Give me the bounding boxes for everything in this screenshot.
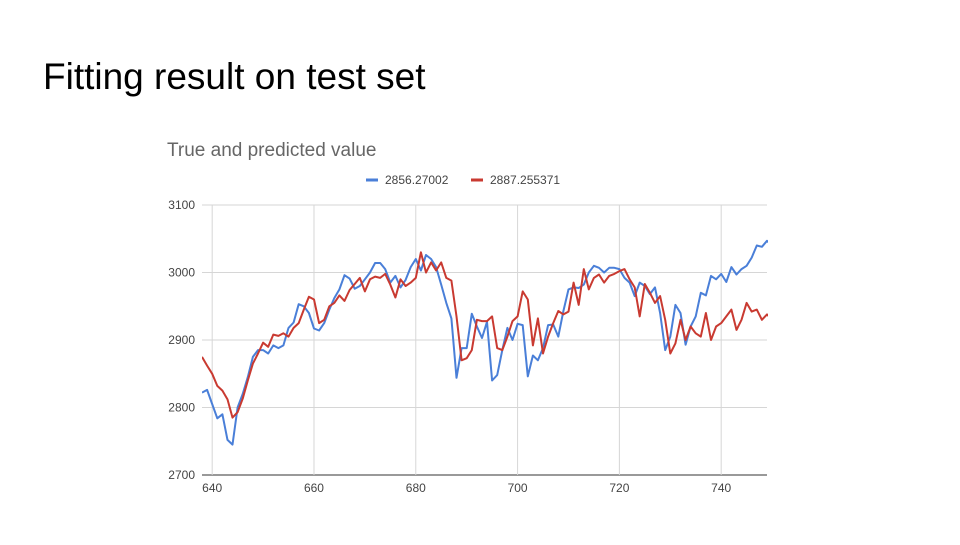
grid: [202, 204, 767, 476]
y-tick-label: 3100: [168, 198, 195, 212]
legend: 2856.27002 2887.255371: [366, 173, 560, 187]
x-tick-label: 700: [508, 481, 528, 495]
x-tick-label: 720: [609, 481, 629, 495]
x-tick-label: 640: [202, 481, 222, 495]
series-line-1: [202, 239, 768, 446]
x-tick-label: 680: [406, 481, 426, 495]
y-tick-label: 2800: [168, 401, 195, 415]
x-tick-label: 740: [711, 481, 731, 495]
y-tick-label: 2700: [168, 468, 195, 482]
slide-title: Fitting result on test set: [43, 56, 426, 97]
y-tick-label: 2900: [168, 333, 195, 347]
chart-title: True and predicted value: [167, 140, 376, 161]
y-tick-label: 3000: [168, 266, 195, 280]
series-layer: [202, 239, 768, 446]
legend-label: 2887.255371: [490, 173, 560, 187]
x-tick-label: 660: [304, 481, 324, 495]
series-line-2: [202, 251, 768, 419]
legend-label: 2856.27002: [385, 173, 449, 187]
axis-labels: 2700 2800 2900 3000 3100 640 660 680 700 720 740: [168, 198, 731, 495]
